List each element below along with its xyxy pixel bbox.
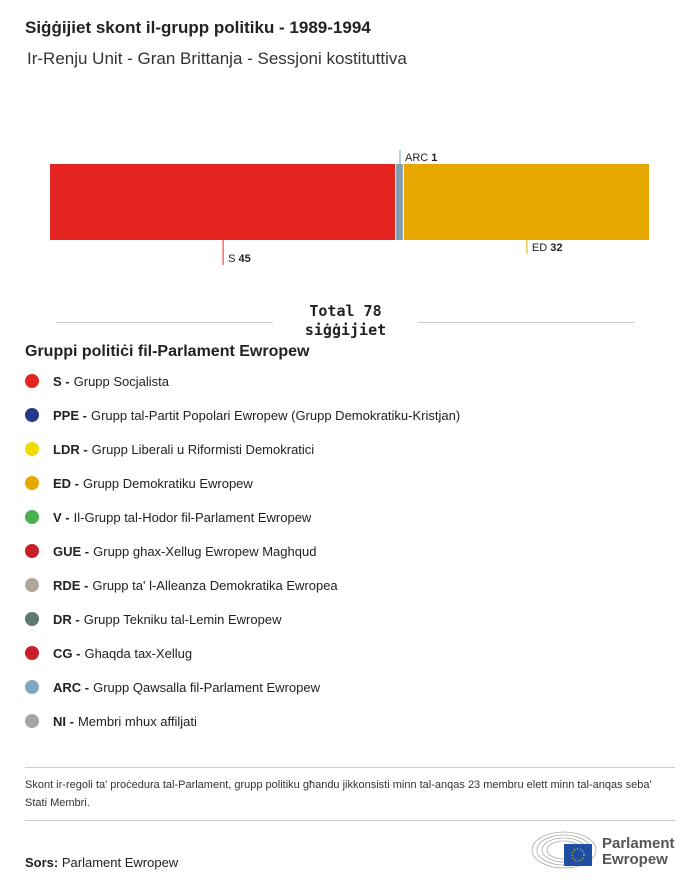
legend-code: V -: [53, 509, 70, 525]
stacked-bar-chart: S 45 ARC 1 ED 32: [50, 150, 649, 265]
legend-name: Grupp ghax-Xellug Ewropew Maghqud: [93, 543, 317, 559]
legend-code: LDR -: [53, 441, 88, 457]
data-label: S 45: [228, 253, 251, 265]
source-value: Parlament Ewropew: [61, 855, 179, 870]
legend-name: Grupp Socjalista: [73, 373, 170, 389]
total-unit: siġġijiet: [304, 321, 387, 339]
legend-code: GUE -: [53, 543, 90, 559]
bar-segment-arc: [396, 164, 403, 240]
legend-color-dot: [25, 680, 39, 694]
legend-color-dot: [25, 612, 39, 626]
legend-color-dot: [25, 374, 39, 388]
logo-line1: Parlament: [602, 835, 675, 852]
source: Sors: Parlament Ewropew: [25, 855, 178, 870]
legend-color-dot: [25, 476, 39, 490]
legend-code: CG -: [53, 645, 81, 661]
legend-item: RDE - Grupp ta' l-Alleanza Demokratika Ew…: [25, 575, 338, 595]
legend-color-dot: [25, 714, 39, 728]
legend-name: Grupp Tekniku tal-Lemin Ewropew: [83, 611, 282, 627]
legend-name: Grupp Qawsalla fil-Parlament Ewropew: [93, 679, 320, 695]
legend-color-dot: [25, 578, 39, 592]
chart-title: Siġġijiet skont il-grupp politiku - 1989…: [25, 18, 371, 37]
legend-name: Grupp Liberali u Riformisti Demokratici: [91, 441, 315, 457]
legend-code: ED -: [53, 475, 79, 491]
legend-item: PPE - Grupp tal-Partit Popolari Ewropew (…: [25, 405, 460, 425]
legend-color-dot: [25, 510, 39, 524]
bar-segment-ed: [403, 164, 649, 240]
legend-item: S - Grupp Socjalista: [25, 371, 169, 391]
legend-code: S -: [53, 373, 70, 389]
data-label: ED 32: [532, 242, 563, 254]
legend-color-dot: [25, 544, 39, 558]
legend-code: RDE -: [53, 577, 89, 593]
legend-name: Grupp tal-Partit Popolari Ewropew (Grupp…: [90, 407, 461, 423]
data-label: ARC 1: [405, 152, 437, 164]
legend-color-dot: [25, 408, 39, 422]
footnote: Skont ir-regoli ta' proċedura tal-Parlam…: [25, 779, 652, 809]
legend-name: Grupp Demokratiku Ewropew: [83, 475, 253, 491]
source-label: Sors:: [25, 855, 59, 870]
legend-item: ARC - Grupp Qawsalla fil-Parlament Ewrope…: [25, 677, 320, 697]
legend-name: Il-Grupp tal-Hodor fil-Parlament Ewropew: [73, 509, 312, 525]
legend-name: Grupp ta' l-Alleanza Demokratika Ewropea: [92, 577, 338, 593]
parliament-logo: [531, 831, 597, 869]
logo-text: Parlament Ewropew: [602, 836, 675, 868]
legend-color-dot: [25, 646, 39, 660]
legend-item: GUE - Grupp ghax-Xellug Ewropew Maghqud: [25, 541, 316, 561]
total-seats: Total 78 siġġijiet: [273, 302, 418, 340]
total-label: Total 78: [309, 302, 382, 320]
divider: [25, 767, 675, 768]
legend-code: PPE -: [53, 407, 87, 423]
legend-color-dot: [25, 442, 39, 456]
legend-name: Ghaqda tax-Xellug: [84, 645, 193, 661]
bar-segment-s: [50, 164, 396, 240]
legend-item: CG - Ghaqda tax-Xellug: [25, 643, 192, 663]
legend-item: DR - Grupp Tekniku tal-Lemin Ewropew: [25, 609, 281, 629]
legend-item: NI - Membri mhux affiljati: [25, 711, 197, 731]
logo-line2: Ewropew: [602, 851, 668, 868]
divider: [56, 322, 273, 323]
legend-item: ED - Grupp Demokratiku Ewropew: [25, 473, 253, 493]
legend-code: DR -: [53, 611, 80, 627]
legend-item: LDR - Grupp Liberali u Riformisti Demokra…: [25, 439, 314, 459]
legend-code: NI -: [53, 713, 74, 729]
legend-item: V - Il-Grupp tal-Hodor fil-Parlament Ewro…: [25, 507, 311, 527]
legend-name: Membri mhux affiljati: [77, 713, 197, 729]
chart-subtitle: Ir-Renju Unit - Gran Brittanja - Sessjon…: [27, 49, 407, 68]
divider: [25, 820, 675, 821]
legend-title: Gruppi politiċi fil-Parlament Ewropew: [25, 343, 310, 360]
divider: [418, 322, 634, 323]
legend-code: ARC -: [53, 679, 90, 695]
